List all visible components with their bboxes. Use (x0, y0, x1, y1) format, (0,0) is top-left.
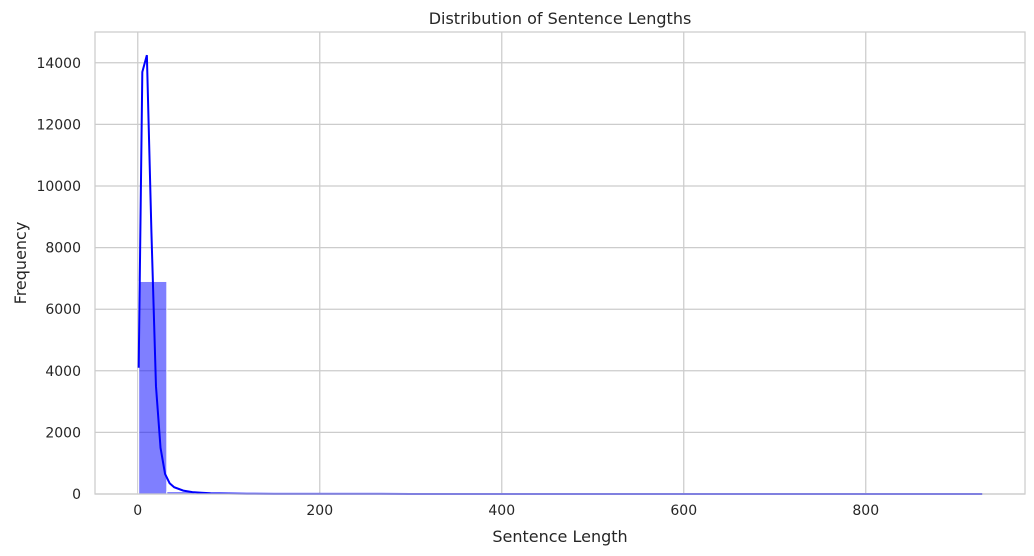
x-tick-label: 0 (133, 503, 142, 519)
y-tick-labels: 0 2000 4000 6000 8000 10000 12000 14000 (36, 56, 81, 503)
y-tick-label: 12000 (36, 117, 81, 133)
y-tick-label: 4000 (45, 364, 81, 380)
x-tick-label: 600 (670, 503, 697, 519)
x-axis-label: Sentence Length (492, 527, 627, 546)
y-tick-label: 10000 (36, 179, 81, 195)
y-tick-label: 6000 (45, 302, 81, 318)
x-tick-label: 800 (852, 503, 879, 519)
y-axis-label: Frequency (11, 222, 30, 305)
y-tick-label: 8000 (45, 241, 81, 257)
x-tick-label: 400 (488, 503, 515, 519)
chart-title: Distribution of Sentence Lengths (429, 9, 692, 28)
x-tick-labels: 0 200 400 600 800 (133, 503, 879, 519)
x-tick-label: 200 (306, 503, 333, 519)
y-tick-label: 0 (72, 487, 81, 503)
y-tick-label: 14000 (36, 56, 81, 72)
kde-line (137, 54, 983, 495)
y-tick-label: 2000 (45, 425, 81, 441)
histogram-bars (138, 280, 983, 495)
plot-frame (94, 31, 1026, 495)
grid-lines (95, 32, 1025, 495)
